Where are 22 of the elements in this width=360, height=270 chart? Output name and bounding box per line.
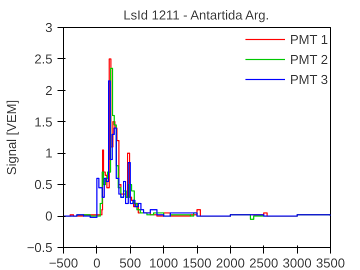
legend-label: PMT 3 bbox=[290, 72, 328, 86]
legend-label: PMT 2 bbox=[290, 52, 328, 66]
legend-label: PMT 1 bbox=[290, 32, 328, 46]
y-tick-label: 0 bbox=[45, 208, 53, 224]
x-tick-label: 3500 bbox=[316, 256, 345, 270]
x-tick-label: 1000 bbox=[149, 256, 178, 270]
x-tick-label: 1500 bbox=[182, 256, 212, 270]
y-axis-title: Signal [VEM] bbox=[4, 100, 19, 176]
x-tick-label: 500 bbox=[119, 256, 142, 270]
y-tick-label: 1.5 bbox=[34, 114, 53, 130]
y-tick-label: 1 bbox=[45, 146, 53, 161]
x-tick-label: 2000 bbox=[216, 256, 245, 270]
y-tick-label: 0.5 bbox=[34, 177, 53, 192]
chart-title: LsId 1211 - Antartida Arg. bbox=[123, 8, 270, 22]
x-tick-label: −500 bbox=[48, 256, 78, 270]
y-tick-label: 2 bbox=[45, 82, 53, 98]
x-tick-label: 2500 bbox=[249, 256, 278, 270]
x-tick-label: 3000 bbox=[282, 256, 312, 270]
y-tick-label: 3 bbox=[45, 20, 53, 35]
x-tick-label: 0 bbox=[93, 256, 100, 270]
y-tick-label: 2.5 bbox=[34, 51, 53, 66]
y-tick-label: −0.5 bbox=[26, 240, 53, 255]
